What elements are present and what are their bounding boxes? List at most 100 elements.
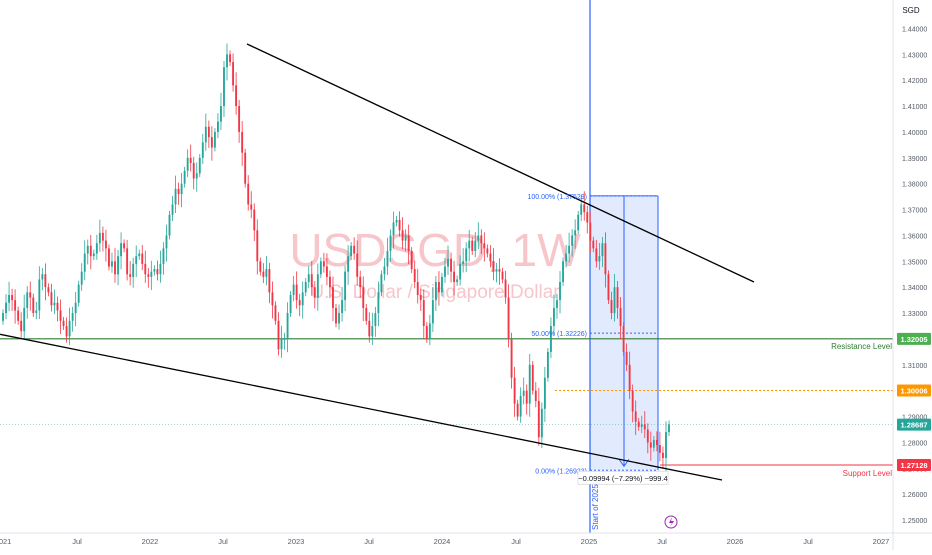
candle-body [556,300,558,308]
x-tick-label: Jul [364,537,374,546]
candle-body [383,266,386,275]
candle-body [441,276,443,293]
candle [616,280,619,319]
y-tick-label: 1.35000 [902,259,927,266]
candle-body [11,294,14,301]
candle [180,172,183,208]
candle-body [407,235,410,251]
candles[interactable] [2,43,670,472]
candle [92,249,95,261]
candle [286,302,289,353]
candle-body [365,307,368,321]
candle [625,343,628,372]
candle-body [138,253,141,257]
candle [123,239,126,253]
candle-body [213,131,216,148]
lightning-icon-bolt [669,517,674,527]
candle [129,261,132,286]
candle-body [301,292,304,306]
candle-body [50,292,53,306]
candle-body [262,271,265,277]
candle-body [516,403,519,417]
candle-body [565,253,568,262]
candle-body [150,271,153,277]
candle-body [450,258,452,272]
candle-body [183,170,186,184]
candle [177,182,180,205]
y-tick-label: 1.40000 [902,130,927,137]
candle-body [580,204,583,215]
candle [83,240,86,281]
price-badge: 1.30006 [897,384,931,397]
candle [174,175,177,213]
candle [537,387,540,446]
candle [338,304,340,330]
candle [229,50,231,66]
candle [655,431,658,452]
candle [410,247,413,273]
candle [595,239,598,268]
candle [138,249,141,261]
trendlines[interactable] [0,43,755,481]
lightning-icon [664,515,678,529]
candle [298,293,301,317]
candle-body [77,284,80,303]
candle-body [192,163,195,179]
candle [568,232,571,263]
candle-body [404,235,407,241]
candle-body [489,253,492,262]
candle [147,268,150,288]
candle [662,446,664,469]
candle [120,232,123,270]
x-tick-label: 2023 [288,537,305,546]
price-badge-bg [897,418,931,431]
candle-body [574,230,577,236]
candle [17,306,20,325]
candle [98,219,101,252]
price-badge-bg [897,332,931,345]
y-tick-label: 1.33000 [902,311,927,318]
candle [2,309,4,325]
candle [607,270,610,305]
candle-body [325,266,328,277]
candle [589,211,592,254]
candle [519,387,522,423]
candle-body [350,245,353,257]
candle [259,257,262,276]
candle-body [104,240,107,249]
candle [325,253,328,286]
candle [649,431,652,461]
candle-body [41,274,44,280]
candle [665,421,667,472]
candle-body [210,137,213,148]
candle-body [304,282,307,293]
y-tick-label: 1.25000 [902,518,927,525]
candle [38,266,41,320]
candle [250,191,253,219]
candle [658,431,661,462]
candle-body [144,263,147,275]
candle [459,255,462,286]
candle-body [595,248,598,262]
candle [26,286,29,319]
candle [47,283,50,297]
candle [344,265,347,312]
candle [322,252,325,273]
candle [604,232,607,288]
candle [534,382,537,408]
candle [553,294,555,335]
candle [183,166,186,188]
price-badge-label: 1.32005 [900,335,927,344]
candle [262,263,265,284]
candle-body [238,106,241,132]
candle-body [619,307,622,327]
candle-body [5,302,7,314]
candle-body [259,261,262,272]
candle-body [486,248,489,254]
candle-body [401,230,404,241]
candle [253,203,256,242]
candle-body [649,442,652,448]
candle [171,195,174,221]
